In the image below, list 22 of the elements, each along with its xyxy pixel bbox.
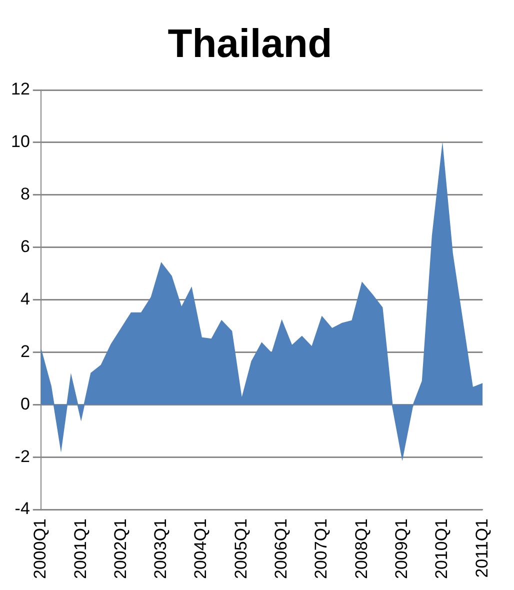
x-tick-label: 2003Q1 (151, 518, 170, 580)
y-tick-label: 8 (20, 184, 30, 204)
x-tick-label: 2001Q1 (70, 518, 90, 580)
y-tick-label: 2 (20, 342, 30, 361)
y-tick-label: -2 (14, 446, 30, 466)
x-tick-label: 2002Q1 (110, 518, 130, 580)
chart-title: Thailand (168, 22, 332, 66)
x-tick-label: 2006Q1 (272, 518, 291, 580)
x-tick-label: 2011Q1 (472, 518, 492, 578)
y-tick-label: 12 (10, 80, 30, 99)
x-tick-label: 2000Q1 (30, 518, 50, 580)
y-tick-label: 0 (20, 394, 30, 414)
x-tick-label: 2010Q1 (432, 518, 452, 580)
y-tick-label: 6 (20, 237, 30, 256)
x-tick-label: 2007Q1 (312, 518, 331, 580)
y-tick-label: 4 (20, 289, 30, 308)
y-tick-label: 10 (10, 132, 30, 152)
x-tick-label: 2005Q1 (231, 518, 250, 580)
y-tick-label: -4 (14, 499, 30, 518)
x-tick-label: 2004Q1 (191, 518, 210, 580)
x-tick-label: 2009Q1 (392, 518, 411, 580)
x-tick-label: 2008Q1 (352, 518, 371, 580)
